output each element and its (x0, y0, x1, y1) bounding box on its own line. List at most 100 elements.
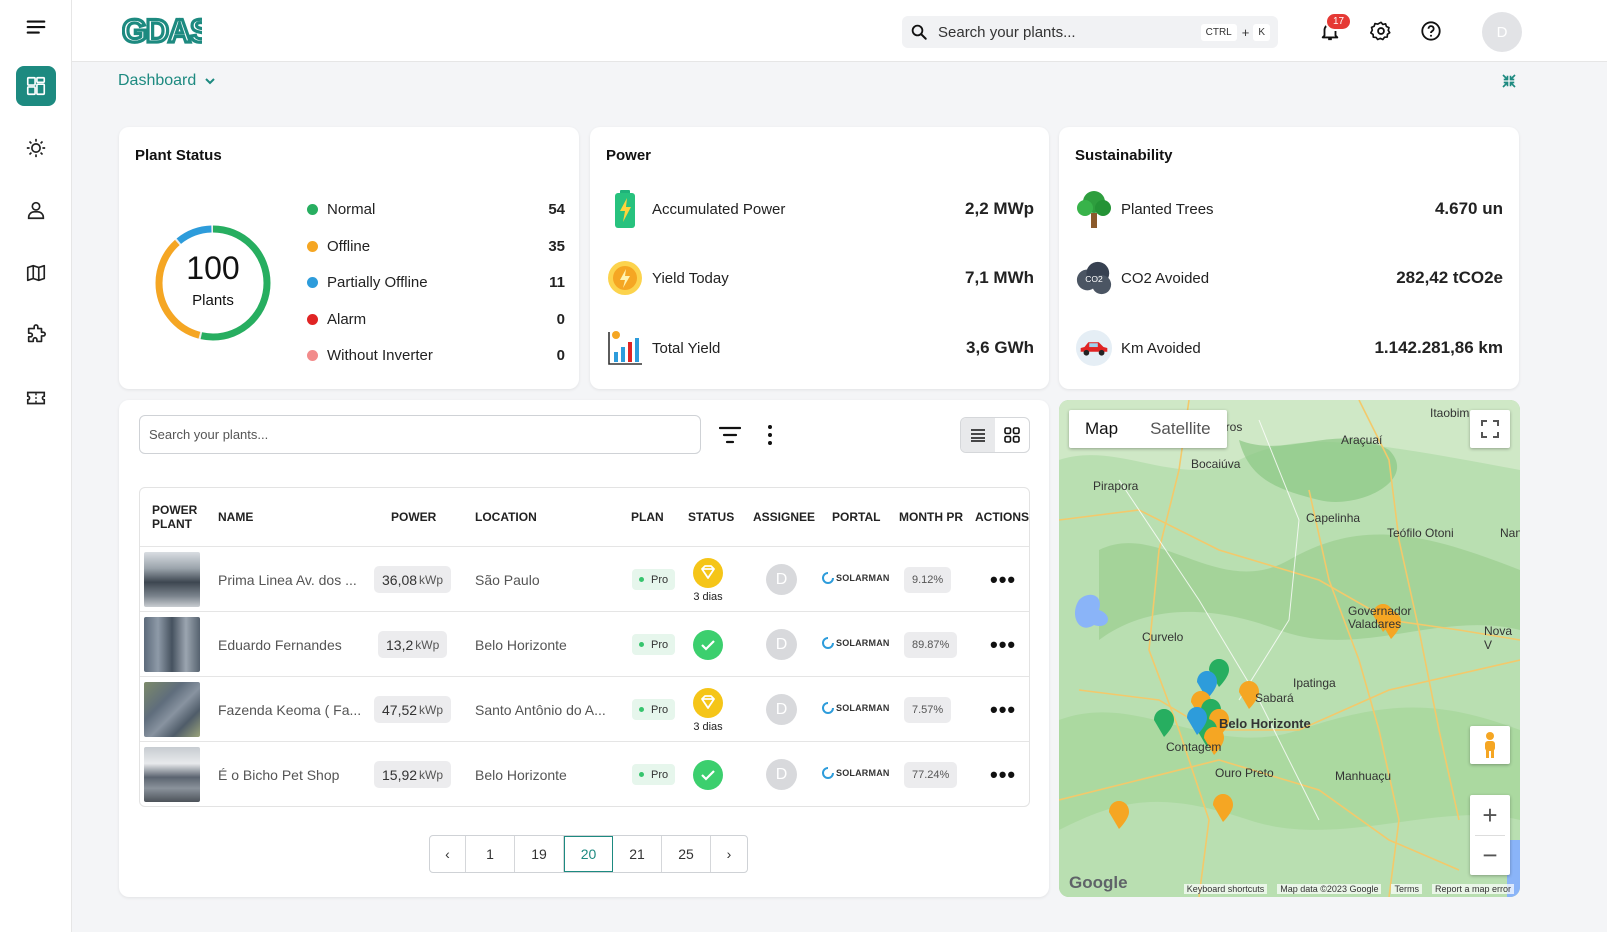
user-avatar[interactable]: D (1482, 12, 1522, 52)
view-toggle (960, 417, 1030, 453)
street-view-button[interactable] (1470, 726, 1510, 764)
table-row[interactable]: É o Bicho Pet Shop 15,92 kWp Belo Horizon… (140, 741, 1029, 806)
plant-marker[interactable] (1154, 709, 1174, 737)
row-actions-button[interactable]: ••• (990, 567, 1017, 592)
sidebar-item-plants[interactable] (16, 128, 56, 168)
status-cell[interactable] (688, 742, 728, 807)
pagination-page[interactable]: 21 (613, 836, 662, 872)
solarman-icon (822, 637, 834, 649)
map-label: Ipatinga (1293, 676, 1336, 690)
plant-marker[interactable] (1204, 727, 1224, 755)
zoom-out-button[interactable]: − (1482, 839, 1498, 870)
donut-total-label: Plants (192, 292, 234, 309)
plant-location: Belo Horizonte (475, 636, 567, 653)
sun-icon (26, 138, 46, 158)
plant-name[interactable]: Prima Linea Av. dos ... (218, 571, 357, 588)
list-view-button[interactable] (961, 418, 995, 452)
status-offline[interactable]: Offline 35 (307, 238, 565, 255)
plant-name[interactable]: É o Bicho Pet Shop (218, 766, 340, 783)
metric-value: 1.142.281,86 km (1374, 338, 1503, 357)
status-cell[interactable] (688, 612, 728, 677)
status-partially-offline[interactable]: Partially Offline 11 (307, 274, 565, 291)
plant-marker[interactable] (1109, 801, 1129, 829)
table-row[interactable]: Eduardo Fernandes 13,2 kWp Belo Horizonte… (140, 611, 1029, 676)
sidebar-item-map[interactable] (16, 253, 56, 293)
map-tab-map[interactable]: Map (1085, 419, 1119, 438)
status-normal[interactable]: Normal 54 (307, 201, 565, 218)
pagination-prev[interactable]: ‹ (430, 836, 466, 872)
google-logo[interactable]: Google (1069, 873, 1128, 892)
plant-marker[interactable] (1381, 611, 1401, 639)
plant-name[interactable]: Eduardo Fernandes (218, 636, 342, 653)
gdash-logo[interactable]: GDASH (120, 11, 235, 51)
status-alarm[interactable]: Alarm 0 (307, 311, 565, 328)
plant-marker[interactable] (1209, 659, 1229, 687)
map-data-attribution: Map data ©2023 Google (1277, 884, 1382, 894)
plants-search-input[interactable]: Search your plants... (139, 415, 701, 454)
plant-marker[interactable] (1239, 681, 1259, 709)
assignee-avatar[interactable]: D (766, 564, 797, 595)
sidebar-item-users[interactable] (16, 190, 56, 230)
bar-chart-icon (608, 331, 642, 365)
zoom-in-button[interactable]: + (1482, 799, 1498, 830)
map-terrain (1059, 400, 1520, 897)
sidebar-item-tickets[interactable] (16, 378, 56, 418)
grid-icon (1004, 427, 1020, 443)
filter-icon (718, 426, 742, 444)
pagination-page[interactable]: 1 (466, 836, 515, 872)
sidebar-item-integrations[interactable] (16, 315, 56, 355)
plant-name[interactable]: Fazenda Keoma ( Fa... (218, 701, 362, 718)
pagination-page-current[interactable]: 20 (564, 836, 613, 872)
grid-view-button[interactable] (995, 418, 1029, 452)
menu-icon[interactable] (16, 8, 56, 48)
filter-button[interactable] (718, 425, 742, 448)
collapse-icon (1502, 74, 1516, 88)
row-actions-button[interactable]: ••• (990, 697, 1017, 722)
assignee-avatar[interactable]: D (766, 759, 797, 790)
plant-marker[interactable] (1209, 709, 1229, 737)
plant-marker[interactable] (1187, 707, 1207, 735)
assignee-avatar[interactable]: D (766, 694, 797, 725)
status-cell[interactable]: 3 dias (688, 677, 728, 742)
pagination-page[interactable]: 25 (662, 836, 711, 872)
row-actions-button[interactable]: ••• (990, 632, 1017, 657)
plant-marker[interactable] (1213, 794, 1233, 822)
settings-button[interactable] (1368, 18, 1394, 44)
header-assignee[interactable]: ASSIGNEE (753, 510, 816, 524)
portal-logo: SOLARMAN (822, 702, 890, 714)
map-keyboard-shortcuts[interactable]: Keyboard shortcuts (1183, 884, 1268, 894)
breadcrumb-dashboard[interactable]: Dashboard (118, 72, 197, 89)
header-plan[interactable]: PLAN (631, 510, 664, 524)
more-options-button[interactable] (764, 424, 776, 449)
pagination-next[interactable]: › (726, 846, 732, 862)
header-name[interactable]: NAME (218, 510, 254, 524)
plant-marker[interactable] (1197, 671, 1217, 699)
fullscreen-button[interactable] (1470, 410, 1510, 448)
header-power-plant[interactable]: POWER PLANT (152, 488, 197, 546)
header-status[interactable]: STATUS (688, 510, 735, 524)
header-month-pr[interactable]: MONTH PR (899, 510, 963, 524)
map-terms-link[interactable]: Terms (1391, 884, 1422, 894)
help-button[interactable] (1418, 18, 1444, 44)
assignee-avatar[interactable]: D (766, 629, 797, 660)
table-row[interactable]: Prima Linea Av. dos ... 36,08 kWp São Pau… (140, 546, 1029, 611)
table-row[interactable]: Fazenda Keoma ( Fa... 47,52 kWp Santo Ant… (140, 676, 1029, 741)
global-search[interactable]: Search your plants... CTRL + K (902, 16, 1278, 48)
header-actions[interactable]: ACTIONS (975, 510, 1029, 524)
header-power[interactable]: POWER (391, 510, 437, 524)
status-cell[interactable]: 3 dias (688, 547, 728, 612)
plants-map[interactable]: Itaobim Araçuaí Bocaiúva Pirapora Capeli… (1059, 400, 1520, 897)
map-report-error-link[interactable]: Report a map error (1431, 884, 1514, 894)
status-value: 35 (548, 238, 565, 255)
sidebar-item-dashboard[interactable] (16, 66, 56, 106)
without-inverter-dot (307, 350, 318, 361)
pagination-page[interactable]: 19 (515, 836, 564, 872)
header-location[interactable]: LOCATION (475, 510, 537, 524)
metric-label: Planted Trees (1121, 200, 1214, 218)
header-portal[interactable]: PORTAL (832, 510, 881, 524)
breadcrumb[interactable]: Dashboard (118, 72, 216, 90)
collapse-button[interactable] (1500, 72, 1518, 93)
status-without-inverter[interactable]: Without Inverter 0 (307, 347, 565, 364)
map-tab-satellite[interactable]: Satellite (1150, 419, 1211, 438)
row-actions-button[interactable]: ••• (990, 762, 1017, 787)
